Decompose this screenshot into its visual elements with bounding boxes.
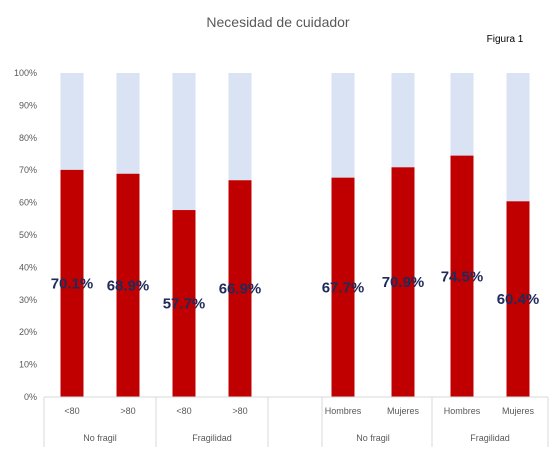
y-axis: 0% 10% 20% 30% 40% 50% 60% 70% 80% 90% 100% (14, 68, 37, 402)
bar-remainder (450, 73, 474, 156)
y-tick-label: 50% (19, 230, 37, 240)
chart-title: Necesidad de cuidador (206, 14, 350, 30)
bar (506, 201, 530, 397)
data-label: 74.5% (441, 268, 484, 285)
bar (331, 177, 355, 397)
y-tick-label: 60% (19, 198, 37, 208)
data-label: 67.7% (322, 279, 365, 296)
x-group-label: Fragilidad (192, 433, 232, 443)
data-label: 70.9% (382, 274, 425, 291)
x-tick-label: Hombres (444, 406, 481, 416)
bar (116, 173, 140, 397)
x-tick-label: <80 (176, 406, 191, 416)
y-tick-label: 0% (24, 392, 37, 402)
bar-remainder (331, 73, 355, 178)
data-label: 66.9% (219, 281, 262, 298)
bar-remainder (172, 73, 196, 211)
bar-remainder (116, 73, 140, 174)
bar-remainder (506, 73, 530, 202)
y-tick-label: 40% (19, 262, 37, 272)
y-tick-label: 80% (19, 133, 37, 143)
x-tick-label: <80 (64, 406, 79, 416)
data-label: 60.4% (497, 291, 540, 308)
bar (228, 180, 252, 397)
x-tick-label: >80 (120, 406, 135, 416)
bar-remainder (391, 73, 415, 168)
bars: 70.1% 68.9% 57.7% 66.9% 67.7% 70.9% 74.5% 60.4% (51, 73, 540, 397)
data-label: 70.1% (51, 275, 94, 292)
y-tick-label: 100% (14, 68, 37, 78)
data-label: 57.7% (163, 296, 206, 313)
x-tick-label: Hombres (325, 406, 362, 416)
x-group-label: Fragilidad (470, 433, 510, 443)
x-group-label: No fragil (83, 433, 117, 443)
y-tick-label: 10% (19, 360, 37, 370)
bar-remainder (228, 73, 252, 181)
x-tick-label: Mujeres (502, 406, 535, 416)
y-tick-label: 90% (19, 100, 37, 110)
bar (391, 167, 415, 397)
x-axis: <80 >80 No fragil <80 >80 Fragilidad Hombres Mu… (43, 396, 549, 447)
y-tick-label: 30% (19, 295, 37, 305)
y-tick-label: 70% (19, 165, 37, 175)
x-tick-label: >80 (232, 406, 247, 416)
x-group-label: No fragil (356, 433, 390, 443)
data-label: 68.9% (107, 277, 150, 294)
bar-remainder (60, 73, 84, 170)
bar (172, 210, 196, 397)
bar (450, 155, 474, 397)
y-tick-label: 20% (19, 327, 37, 337)
figure-label: Figura 1 (487, 34, 524, 45)
bar (60, 169, 84, 397)
x-tick-label: Mujeres (387, 406, 420, 416)
